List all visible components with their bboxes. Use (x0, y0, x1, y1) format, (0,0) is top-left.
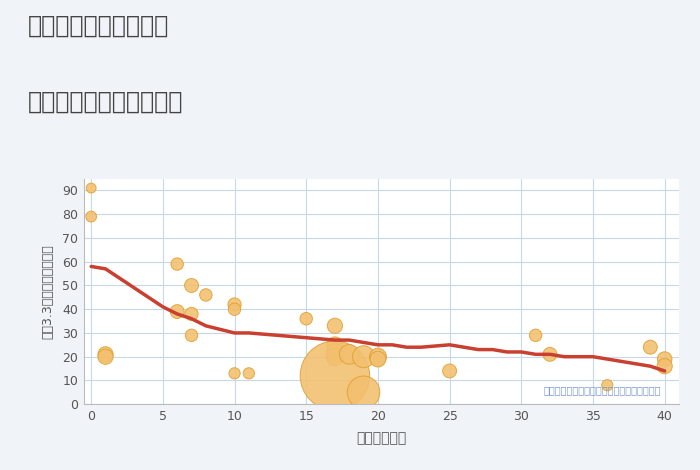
Point (172, 308, 183, 315)
Y-axis label: 坪（3.3㎡）単価（万円）: 坪（3.3㎡）単価（万円） (41, 244, 54, 339)
Point (85, 184, 97, 192)
Point (444, 367, 455, 375)
Point (200, 291, 211, 299)
Point (329, 322, 340, 329)
Point (545, 351, 556, 358)
Point (358, 353, 369, 360)
Point (186, 310, 197, 318)
Point (530, 331, 541, 339)
Text: 三重県松阪市稲木町の: 三重県松阪市稲木町の (28, 14, 169, 38)
Point (300, 315, 312, 322)
Point (372, 355, 384, 363)
Text: 円の大きさは、取引のあった物件面積を示す: 円の大きさは、取引のあった物件面積を示す (544, 385, 661, 395)
Point (172, 260, 183, 268)
Point (602, 382, 613, 389)
Point (229, 369, 240, 377)
Point (229, 301, 240, 308)
Point (344, 351, 355, 358)
Point (329, 372, 340, 379)
Point (329, 341, 340, 349)
Point (645, 344, 656, 351)
Point (358, 389, 369, 396)
Point (659, 355, 671, 363)
Text: 築年数別中古戸建て価格: 築年数別中古戸建て価格 (28, 89, 183, 113)
Point (186, 331, 197, 339)
X-axis label: 築年数（年）: 築年数（年） (356, 431, 407, 445)
Point (329, 348, 340, 356)
Point (329, 353, 340, 360)
Point (85, 213, 97, 220)
Point (372, 353, 384, 360)
Point (244, 369, 255, 377)
Point (659, 362, 671, 370)
Point (100, 353, 111, 360)
Point (100, 351, 111, 358)
Point (186, 282, 197, 289)
Point (229, 306, 240, 313)
